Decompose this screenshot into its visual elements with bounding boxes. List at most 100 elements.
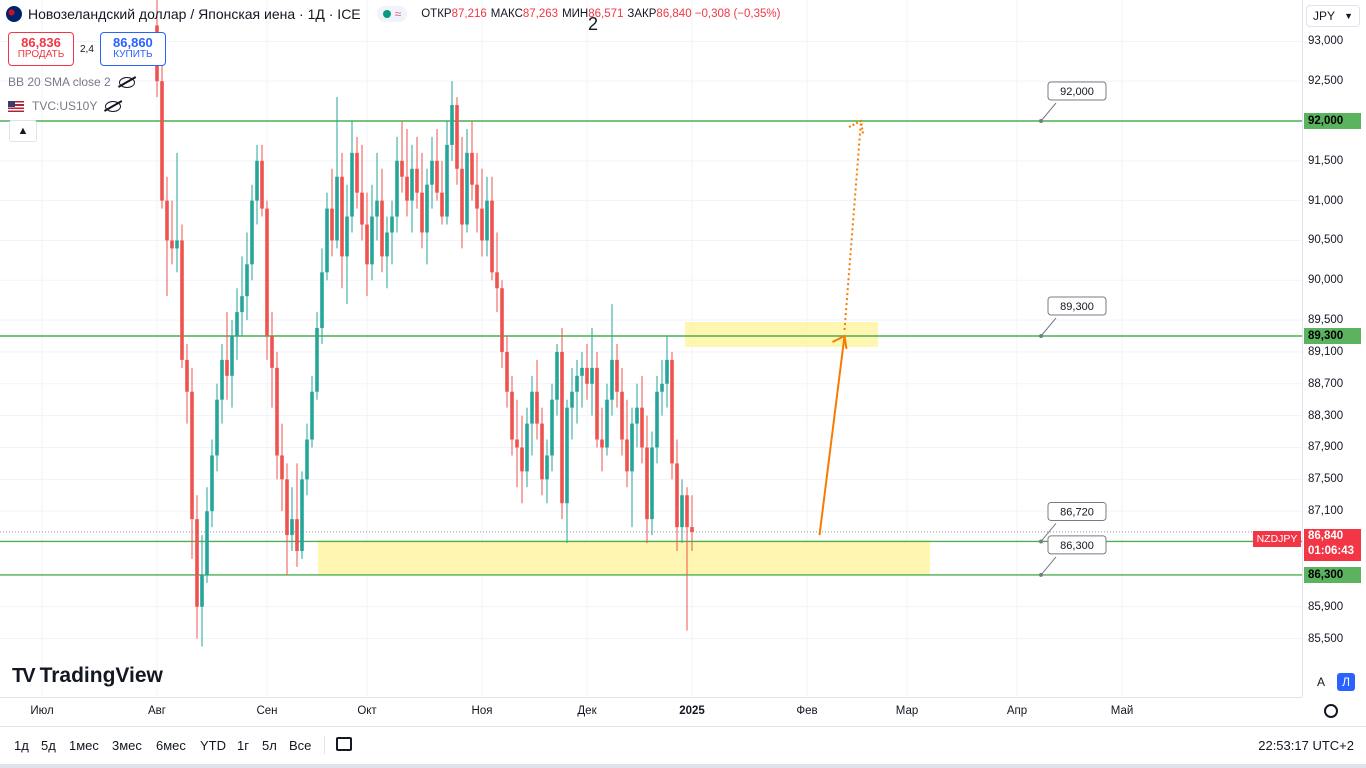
- collapse-legend-button[interactable]: ▲: [9, 120, 37, 142]
- trade-panel: 86,836 ПРОДАТЬ 2,4 86,860 КУПИТЬ: [8, 32, 166, 66]
- market-status[interactable]: ≈: [376, 6, 408, 22]
- candle-body: [400, 160, 404, 177]
- timeframe-button[interactable]: 3мес: [112, 738, 142, 753]
- candle-body: [445, 144, 449, 217]
- timeframe-button[interactable]: 1д: [14, 738, 29, 753]
- sell-button[interactable]: 86,836 ПРОДАТЬ: [8, 32, 74, 66]
- price-tick-label: 85,500: [1308, 632, 1344, 645]
- timeframe-button[interactable]: 1г: [237, 738, 249, 753]
- candle-body: [395, 160, 399, 217]
- timeframe-button[interactable]: 5д: [41, 738, 56, 753]
- candle-body: [325, 208, 329, 273]
- candle-body: [600, 439, 604, 448]
- candle-body: [490, 200, 494, 273]
- time-tick-label: Май: [1110, 705, 1134, 717]
- candle-body: [535, 391, 539, 424]
- candle-body: [545, 455, 549, 480]
- hidden-eye-icon[interactable]: [118, 76, 135, 88]
- indicator-bb[interactable]: BB 20 SMA close 2: [8, 75, 135, 89]
- candle-body: [655, 391, 659, 448]
- candle-body: [685, 495, 689, 528]
- callout-anchor: [1039, 572, 1043, 577]
- log-scale-button[interactable]: Л: [1337, 673, 1355, 691]
- projection-arrow-solid: [818, 335, 846, 536]
- callout-pointer: [1040, 556, 1057, 576]
- indicator-bb-label: BB 20 SMA close 2: [8, 75, 111, 89]
- time-tick-label: Дек: [577, 705, 597, 717]
- time-scale[interactable]: [0, 697, 1302, 726]
- candle-body: [480, 208, 484, 241]
- candle-body: [190, 391, 194, 520]
- projection-arrow-dotted: [843, 120, 862, 331]
- candle-body: [370, 216, 374, 265]
- candle-body: [280, 455, 284, 480]
- level-price-label: 89,300: [1304, 328, 1361, 344]
- callout-anchor: [1039, 539, 1043, 544]
- currency-selector[interactable]: JPY ▼: [1306, 5, 1360, 27]
- candle-body: [160, 81, 164, 201]
- indicator-us10y-label: TVC:US10Y: [32, 99, 98, 113]
- candle-body: [170, 240, 174, 249]
- buy-button[interactable]: 86,860 КУПИТЬ: [99, 32, 166, 66]
- candle-body: [585, 367, 589, 384]
- time-tick-label: Фев: [796, 705, 818, 717]
- timeframe-button[interactable]: 1мес: [69, 738, 99, 753]
- auto-scale-button[interactable]: A: [1316, 675, 1325, 689]
- candle-body: [355, 152, 359, 193]
- chevron-up-icon: ▲: [17, 125, 29, 137]
- time-tick-label: Сен: [256, 705, 278, 717]
- callout-pointer: [1040, 523, 1057, 542]
- candle-body: [660, 383, 664, 392]
- timeframe-button[interactable]: Все: [289, 738, 312, 753]
- symbol-title[interactable]: Новозеландский доллар / Японская иена · …: [28, 6, 361, 22]
- timeframe-button[interactable]: 6мес: [156, 738, 186, 753]
- candle-body: [415, 168, 419, 193]
- hidden-eye-icon[interactable]: [105, 100, 122, 112]
- candle-body: [625, 439, 629, 472]
- callout-box: [1047, 535, 1107, 555]
- candle-body: [195, 519, 199, 607]
- candle-body: [565, 407, 569, 504]
- candle-body: [210, 455, 214, 512]
- candle-body: [610, 359, 614, 400]
- wave-icon: ≈: [394, 7, 402, 21]
- tradingview-logo[interactable]: TV TradingView: [12, 664, 163, 688]
- candle-body: [495, 272, 499, 289]
- price-tick-label: 89,500: [1308, 314, 1344, 327]
- candle-body: [240, 296, 244, 313]
- candle-body: [340, 176, 344, 257]
- candle-body: [250, 200, 254, 265]
- price-tick-label: 92,500: [1308, 75, 1344, 88]
- candle-body: [430, 160, 434, 185]
- candle-body: [205, 511, 209, 575]
- market-open-dot-icon: [382, 10, 391, 18]
- price-tick-label: 87,900: [1308, 441, 1344, 454]
- tv-logo-icon: TV: [12, 664, 36, 687]
- time-tick-label: Ноя: [471, 705, 493, 717]
- candle-body: [335, 176, 339, 241]
- candle-body: [615, 359, 619, 392]
- ohlc-close: ЗАКР86,840 −0,308 (−0,35%): [627, 8, 781, 20]
- price-chart[interactable]: 92,000 89,300 86,720 86,300: [0, 0, 1302, 697]
- candle-body: [510, 391, 514, 440]
- gear-icon[interactable]: [1324, 704, 1338, 718]
- candle-body: [515, 439, 519, 448]
- candle-body: [405, 176, 409, 201]
- clock[interactable]: 22:53:17 UTC+2: [1258, 738, 1354, 753]
- current-price-label: 86,840 01:06:43: [1304, 529, 1361, 561]
- chart-pane[interactable]: 92,000 89,300 86,720 86,300 Новозеландский …: [0, 0, 1302, 697]
- price-tick-label: 87,100: [1308, 505, 1344, 518]
- timeframe-button[interactable]: YTD: [200, 738, 226, 753]
- price-tick-label: 90,500: [1308, 234, 1344, 247]
- candle-body: [595, 367, 599, 440]
- candle-body: [305, 439, 309, 480]
- indicator-us10y[interactable]: TVC:US10Y: [8, 99, 122, 113]
- timeframe-button[interactable]: 5л: [262, 738, 277, 753]
- buy-label: КУПИТЬ: [113, 49, 153, 60]
- time-tick-label: Авг: [148, 705, 166, 717]
- replay-icon[interactable]: [336, 737, 352, 751]
- arrow-head-icon: [848, 119, 864, 135]
- candle-body: [290, 519, 294, 536]
- spread-value: 2,4: [80, 43, 94, 55]
- level-price-label: 92,000: [1304, 113, 1361, 129]
